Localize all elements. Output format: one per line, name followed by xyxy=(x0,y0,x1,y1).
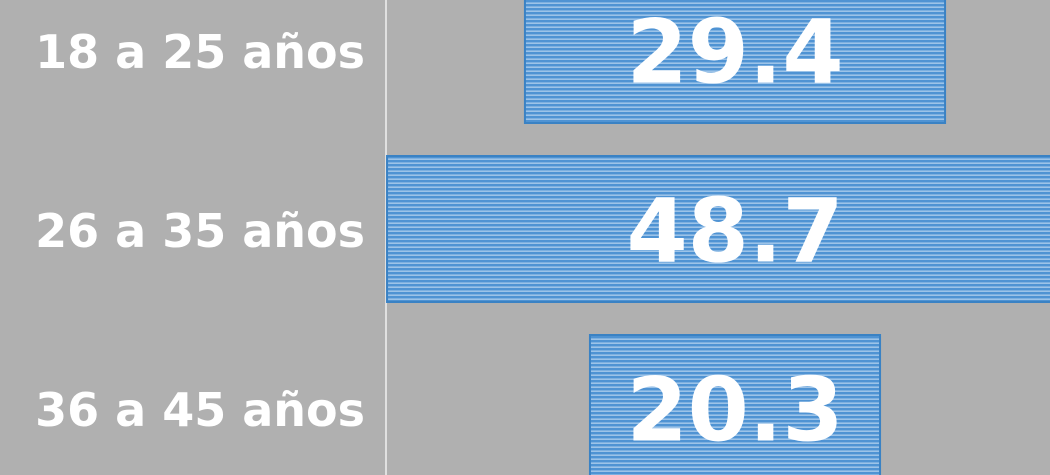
category-label: 18 a 25 años xyxy=(35,25,365,79)
category-label: 36 a 45 años xyxy=(35,383,365,437)
bar xyxy=(588,334,882,475)
value-label: 20.3 xyxy=(626,359,843,462)
bar xyxy=(523,0,947,124)
value-label: 29.4 xyxy=(626,1,843,104)
bar xyxy=(386,155,1050,303)
category-label: 26 a 35 años xyxy=(35,204,365,258)
value-label: 48.7 xyxy=(626,180,843,283)
